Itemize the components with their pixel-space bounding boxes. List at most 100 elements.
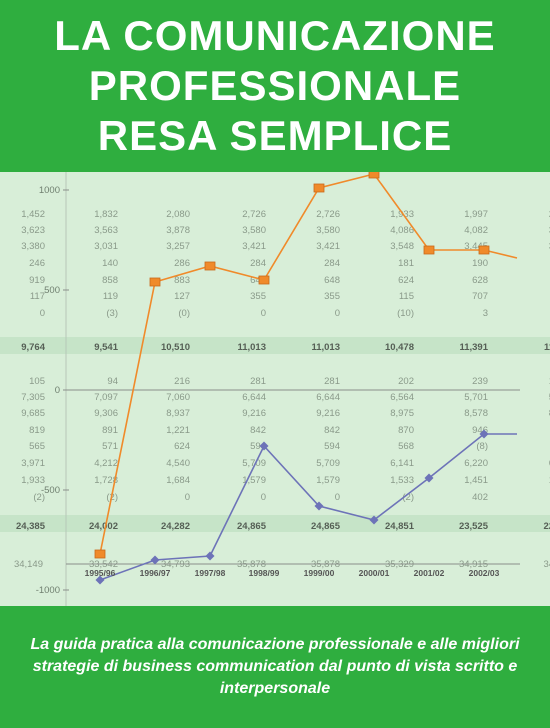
- subtotal-cell: 11,013: [311, 342, 340, 353]
- table-cell: 2,726: [316, 209, 340, 220]
- total-band: [0, 515, 550, 532]
- table-cell: 4,086: [390, 225, 414, 236]
- table-cell: 115: [399, 291, 414, 302]
- subtotal-cell: 9,764: [21, 342, 45, 353]
- table-cell: 1,832: [94, 209, 118, 220]
- x-tick-label: 1998/99: [249, 568, 280, 578]
- table-cell: 5,6: [549, 392, 550, 403]
- table-cell: 9,216: [316, 408, 340, 419]
- table-cell: 140: [102, 258, 118, 269]
- table-cell: 0: [335, 492, 340, 503]
- data-point-square: [478, 245, 490, 255]
- subtotal-band: [0, 337, 550, 354]
- table-cell: 0: [261, 308, 266, 319]
- table-cell: 281: [324, 376, 340, 387]
- title-band: LA COMUNICAZIONE PROFESSIONALE RESA SEMP…: [0, 0, 550, 172]
- table-cell: 2,726: [242, 209, 266, 220]
- data-point-diamond: [479, 429, 489, 439]
- table-cell: 7,060: [166, 392, 190, 403]
- y-tick-label: 0: [55, 385, 60, 396]
- y-tick-label: 1000: [39, 185, 60, 196]
- table-cell: 3,445: [464, 241, 488, 252]
- table-cell: 2,4: [549, 209, 550, 220]
- data-point-square: [204, 261, 216, 271]
- table-cell: (8): [476, 441, 488, 452]
- table-cell: 628: [472, 275, 488, 286]
- table-cell: 1,5: [549, 376, 550, 387]
- subtotal-cell: 11,013: [237, 342, 266, 353]
- title-line-1: LA COMUNICAZIONE: [54, 12, 496, 59]
- total-cell: 22,8: [544, 521, 550, 532]
- x-tick-label: 1997/98: [195, 568, 226, 578]
- table-cell: 648: [324, 275, 340, 286]
- table-cell: 281: [250, 376, 266, 387]
- subtotal-cell: 9,541: [94, 342, 118, 353]
- table-cell: 246: [29, 258, 45, 269]
- table-cell: 117: [30, 291, 45, 302]
- data-point-diamond: [314, 501, 324, 511]
- data-point-diamond: [259, 441, 269, 451]
- table-cell: 1,452: [21, 209, 45, 220]
- table-cell: 624: [398, 275, 414, 286]
- table-cell: 355: [324, 291, 340, 302]
- table-cell: 94: [107, 376, 118, 387]
- table-cell: 4,540: [166, 458, 190, 469]
- table-cell: 5,709: [316, 458, 340, 469]
- data-point-square: [94, 549, 106, 559]
- total-cell: 24,385: [16, 521, 46, 532]
- data-point-square: [258, 275, 270, 285]
- series-line: [99, 173, 518, 555]
- y-tick-label: -500: [41, 485, 60, 496]
- table-cell: 7,305: [21, 392, 45, 403]
- table-cell: 594: [324, 441, 340, 452]
- table-cell: 571: [102, 441, 118, 452]
- table-cell: 105: [29, 376, 45, 387]
- table-cell: 883: [174, 275, 190, 286]
- table-cell: 127: [174, 291, 190, 302]
- x-tick-label: 1999/00: [304, 568, 335, 578]
- title-line-2: PROFESSIONALE: [88, 62, 462, 109]
- table-cell: 3,563: [94, 225, 118, 236]
- table-cell: 0: [261, 492, 266, 503]
- subtitle-band: La guida pratica alla comunicazione prof…: [0, 606, 550, 728]
- spreadsheet-chart: 1,452 3,623 3,380 246 919 117 0 9,764 105 7,305 9,…: [0, 172, 550, 606]
- table-cell: 3,580: [316, 225, 340, 236]
- table-cell: 3,031: [94, 241, 118, 252]
- title-line-3: RESA SEMPLICE: [97, 112, 453, 159]
- table-cell: (2): [402, 492, 414, 503]
- chart-area: 1,452 3,623 3,380 246 919 117 0 9,764 105 7,305 9,…: [0, 172, 550, 606]
- table-cell: 858: [102, 275, 118, 286]
- table-cell: 707: [472, 291, 488, 302]
- x-tick-label: 2002/03: [469, 568, 500, 578]
- table-cell: 568: [398, 441, 414, 452]
- total-cell: 24,865: [311, 521, 341, 532]
- table-cell: 3,7: [549, 225, 550, 236]
- table-cell: (2): [33, 492, 45, 503]
- table-cell: 0: [185, 492, 190, 503]
- table-cell: 3,421: [242, 241, 266, 252]
- y-tick-label: 500: [44, 285, 60, 296]
- table-cell: 1,221: [166, 425, 190, 436]
- table-cell: 3,878: [166, 225, 190, 236]
- table-cell: 6,220: [464, 458, 488, 469]
- table-cell: 286: [174, 258, 190, 269]
- table-cell: (0): [178, 308, 190, 319]
- table-cell: 3,4: [549, 241, 550, 252]
- table-cell: 6,0: [549, 458, 550, 469]
- table-cell: 284: [250, 258, 266, 269]
- table-cell: (10): [397, 308, 414, 319]
- table-cell: 624: [174, 441, 190, 452]
- table-cell: 1,451: [464, 475, 488, 486]
- table-cell: 3,623: [21, 225, 45, 236]
- x-tick-label: 1995/96: [85, 568, 116, 578]
- table-cell: 565: [29, 441, 45, 452]
- table-cell: 9,306: [94, 408, 118, 419]
- data-point-diamond: [95, 575, 105, 585]
- table-cell: 819: [29, 425, 45, 436]
- table-cell: 284: [324, 258, 340, 269]
- table-cell: 216: [174, 376, 190, 387]
- table-cell: 9,685: [21, 408, 45, 419]
- data-point-square: [423, 245, 435, 255]
- subtitle: La guida pratica alla comunicazione prof…: [30, 636, 520, 697]
